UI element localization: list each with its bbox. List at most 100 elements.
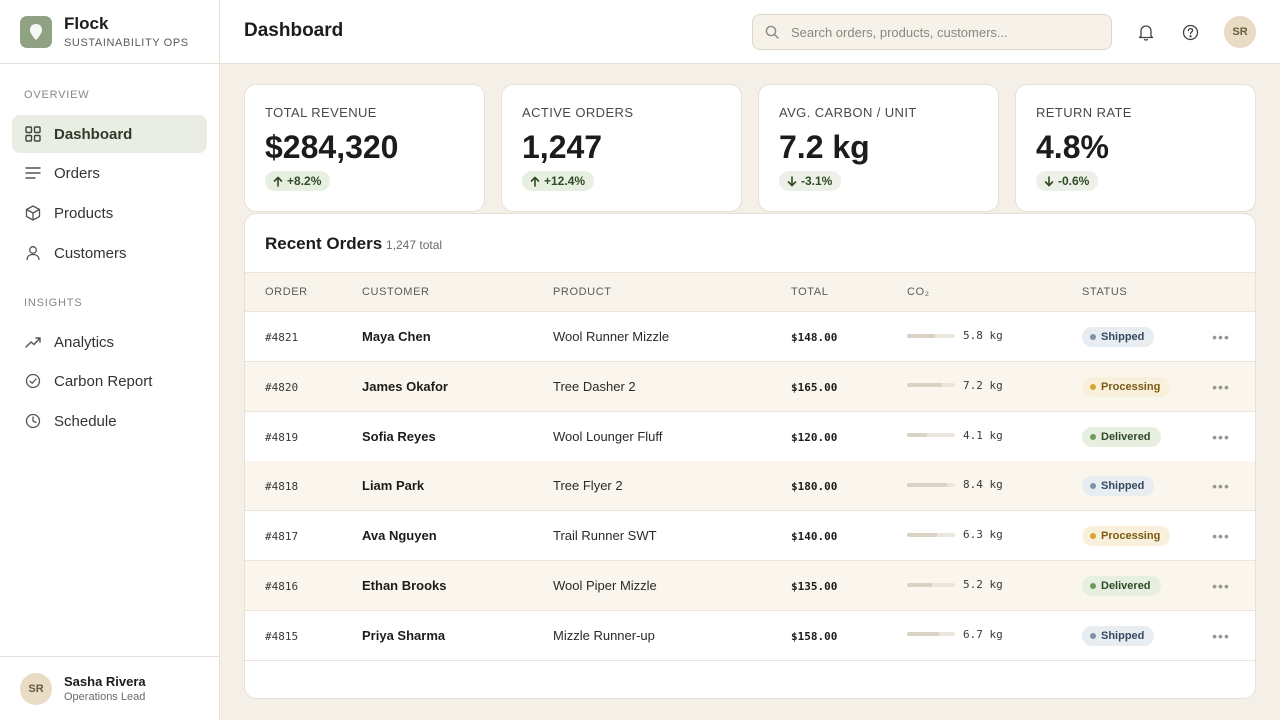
more-options-icon[interactable]: ••• bbox=[1212, 329, 1230, 345]
status-badge: Delivered bbox=[1082, 426, 1161, 447]
stat-label: TOTAL REVENUE bbox=[265, 105, 377, 120]
order-id[interactable]: #4816 bbox=[265, 580, 299, 593]
stat-change-badge: +8.2% bbox=[265, 171, 331, 191]
check-circle-icon bbox=[24, 372, 42, 390]
co2-value: 7.2 kg bbox=[963, 378, 1003, 392]
column-header-total[interactable]: TOTAL bbox=[791, 286, 829, 298]
status-label: Shipped bbox=[1101, 331, 1145, 343]
sidebar-item-schedule[interactable]: Schedule bbox=[12, 402, 207, 440]
stat-change: +8.2% bbox=[287, 174, 322, 188]
help-icon[interactable] bbox=[1178, 20, 1202, 44]
bell-icon[interactable] bbox=[1134, 20, 1158, 44]
customer-name: James Okafor bbox=[362, 378, 448, 394]
sidebar-item-carbon-report[interactable]: Carbon Report bbox=[12, 362, 207, 400]
grid-icon bbox=[24, 125, 42, 143]
order-id[interactable]: #4821 bbox=[265, 331, 299, 344]
sidebar-item-dashboard[interactable]: Dashboard bbox=[12, 115, 207, 153]
status-dot bbox=[1090, 483, 1096, 490]
co2-bar bbox=[907, 532, 955, 537]
customer-name: Liam Park bbox=[362, 478, 425, 494]
order-id[interactable]: #4818 bbox=[265, 480, 299, 494]
column-header-order[interactable]: ORDER bbox=[265, 286, 308, 298]
panel-title: Recent Orders bbox=[265, 234, 383, 253]
product-name: Wool Piper Mizzle bbox=[553, 578, 657, 593]
order-id[interactable]: #4817 bbox=[265, 530, 299, 544]
table-row[interactable]: #4820 James Okafor Tree Dasher 2 $165.00 7.2… bbox=[245, 361, 1255, 412]
co2-meter: 5.8 kg bbox=[907, 329, 1003, 342]
sidebar: Flock SUSTAINABILITY OPS OVERVIEW Dashbo… bbox=[0, 0, 220, 720]
sidebar-item-analytics[interactable]: Analytics bbox=[12, 323, 207, 361]
sidebar-item-label: Customers bbox=[54, 244, 127, 262]
user-profile[interactable]: SR Sasha Rivera Operations Lead bbox=[0, 656, 219, 720]
stat-value: $284,320 bbox=[265, 129, 399, 165]
customer-name: Ethan Brooks bbox=[362, 578, 447, 593]
stat-change-badge: -0.6% bbox=[1036, 171, 1099, 191]
more-options-icon[interactable]: ••• bbox=[1212, 378, 1230, 395]
sidebar-item-label: Analytics bbox=[54, 333, 115, 351]
sidebar-item-products[interactable]: Products bbox=[12, 194, 207, 232]
column-header-co2[interactable]: CO₂ bbox=[907, 286, 930, 298]
search-input[interactable] bbox=[791, 24, 1091, 40]
co2-meter: 4.1 kg bbox=[907, 429, 1003, 442]
order-total: $140.00 bbox=[791, 530, 838, 544]
nav-section-insights: INSIGHTS bbox=[24, 297, 83, 309]
status-badge: Shipped bbox=[1082, 476, 1155, 497]
co2-value: 4.1 kg bbox=[963, 428, 1003, 442]
table-row[interactable]: #4815 Priya Sharma Mizzle Runner-up $158.00… bbox=[245, 611, 1255, 661]
stat-change: -0.6% bbox=[1058, 174, 1090, 188]
status-dot bbox=[1090, 433, 1096, 440]
stat-label: ACTIVE ORDERS bbox=[522, 105, 634, 120]
nav-section-overview: OVERVIEW bbox=[24, 89, 90, 101]
page-title: Dashboard bbox=[244, 20, 344, 41]
user-name: Sasha Rivera bbox=[64, 673, 146, 689]
sidebar-item-customers[interactable]: Customers bbox=[12, 234, 207, 272]
column-header-customer[interactable]: CUSTOMER bbox=[362, 286, 430, 298]
table-row[interactable]: #4818 Liam Park Tree Flyer 2 $180.00 8.4 kg S… bbox=[245, 461, 1255, 512]
header-avatar[interactable]: SR bbox=[1224, 16, 1256, 48]
co2-bar-fill bbox=[907, 632, 940, 637]
order-id[interactable]: #4819 bbox=[265, 430, 299, 444]
co2-meter: 8.4 kg bbox=[907, 478, 1003, 491]
co2-bar bbox=[907, 482, 955, 487]
status-label: Processing bbox=[1101, 530, 1161, 543]
stat-card-active-orders: ACTIVE ORDERS 1,247 +12.4% bbox=[501, 84, 742, 212]
stat-card-avg-carbon: AVG. CARBON / UNIT 7.2 kg -3.1% bbox=[758, 84, 999, 212]
status-badge: Shipped bbox=[1082, 625, 1155, 646]
order-id[interactable]: #4820 bbox=[265, 380, 299, 394]
more-options-icon[interactable]: ••• bbox=[1212, 578, 1230, 594]
customer-name: Priya Sharma bbox=[362, 627, 446, 643]
customer-name: Sofia Reyes bbox=[362, 428, 436, 444]
sidebar-item-label: Orders bbox=[54, 164, 100, 182]
column-header-product[interactable]: PRODUCT bbox=[553, 286, 612, 298]
more-options-icon[interactable]: ••• bbox=[1212, 428, 1230, 445]
product-name: Tree Flyer 2 bbox=[553, 478, 623, 494]
search-box[interactable] bbox=[752, 14, 1112, 50]
stat-label: AVG. CARBON / UNIT bbox=[779, 105, 917, 120]
co2-value: 6.7 kg bbox=[963, 627, 1003, 641]
more-options-icon[interactable]: ••• bbox=[1212, 478, 1230, 495]
sidebar-item-orders[interactable]: Orders bbox=[12, 154, 207, 192]
table-row[interactable]: #4819 Sofia Reyes Wool Lounger Fluff $120.0… bbox=[245, 412, 1255, 462]
orders-count: 1,247 total bbox=[386, 238, 443, 252]
brand[interactable]: Flock SUSTAINABILITY OPS bbox=[0, 0, 219, 64]
recent-orders-panel: Recent Orders 1,247 total ORDER CUSTOMER… bbox=[244, 213, 1256, 699]
stat-change-badge: -3.1% bbox=[779, 171, 842, 191]
more-options-icon[interactable]: ••• bbox=[1212, 627, 1230, 644]
table-row[interactable]: #4817 Ava Nguyen Trail Runner SWT $140.00 6.… bbox=[245, 511, 1255, 562]
co2-value: 5.8 kg bbox=[963, 329, 1003, 342]
co2-meter: 7.2 kg bbox=[907, 379, 1003, 392]
order-total: $120.00 bbox=[791, 430, 838, 444]
table-row[interactable]: #4816 Ethan Brooks Wool Piper Mizzle $135.0… bbox=[245, 561, 1255, 611]
table-header: ORDER CUSTOMER PRODUCT TOTAL CO₂ STATUS bbox=[245, 272, 1255, 312]
status-label: Delivered bbox=[1101, 580, 1151, 592]
more-options-icon[interactable]: ••• bbox=[1212, 528, 1230, 545]
search-icon bbox=[765, 25, 779, 39]
stat-card-total-revenue: TOTAL REVENUE $284,320 +8.2% bbox=[244, 84, 485, 212]
status-label: Shipped bbox=[1101, 629, 1145, 642]
order-id[interactable]: #4815 bbox=[265, 629, 299, 643]
customer-name: Ava Nguyen bbox=[362, 528, 437, 544]
table-row[interactable]: #4821 Maya Chen Wool Runner Mizzle $148.00 5… bbox=[245, 312, 1255, 362]
product-name: Trail Runner SWT bbox=[553, 528, 657, 544]
co2-bar-fill bbox=[907, 532, 938, 537]
column-header-status[interactable]: STATUS bbox=[1082, 286, 1128, 298]
